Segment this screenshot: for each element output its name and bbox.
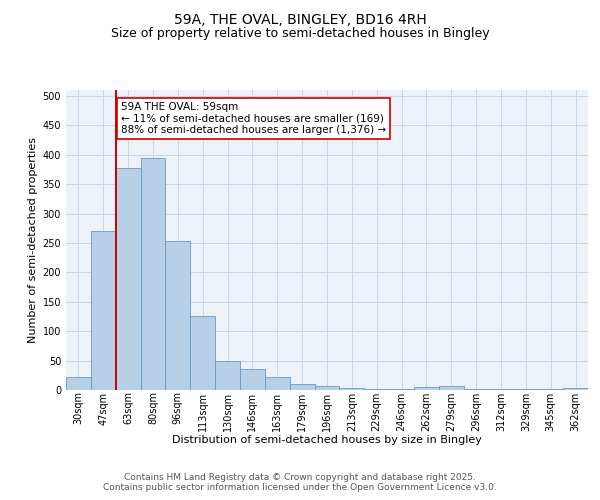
Text: 59A, THE OVAL, BINGLEY, BD16 4RH: 59A, THE OVAL, BINGLEY, BD16 4RH bbox=[173, 12, 427, 26]
Y-axis label: Number of semi-detached properties: Number of semi-detached properties bbox=[28, 137, 38, 343]
Text: 59A THE OVAL: 59sqm
← 11% of semi-detached houses are smaller (169)
88% of semi-: 59A THE OVAL: 59sqm ← 11% of semi-detach… bbox=[121, 102, 386, 135]
Bar bbox=[91, 231, 116, 390]
Bar bbox=[464, 389, 488, 390]
Bar bbox=[290, 384, 314, 390]
Bar bbox=[116, 168, 140, 390]
Text: Contains HM Land Registry data © Crown copyright and database right 2025.
Contai: Contains HM Land Registry data © Crown c… bbox=[103, 473, 497, 492]
Bar bbox=[414, 387, 439, 390]
Text: Size of property relative to semi-detached houses in Bingley: Size of property relative to semi-detach… bbox=[110, 28, 490, 40]
Bar bbox=[140, 158, 166, 390]
Bar bbox=[314, 386, 340, 390]
Bar bbox=[340, 388, 364, 390]
Bar bbox=[439, 386, 464, 390]
Bar bbox=[389, 389, 414, 390]
Bar bbox=[563, 388, 588, 390]
Bar bbox=[215, 360, 240, 390]
Bar bbox=[265, 377, 290, 390]
X-axis label: Distribution of semi-detached houses by size in Bingley: Distribution of semi-detached houses by … bbox=[172, 435, 482, 445]
Bar bbox=[66, 377, 91, 390]
Bar bbox=[166, 241, 190, 390]
Bar bbox=[514, 389, 538, 390]
Bar bbox=[364, 389, 389, 390]
Bar bbox=[240, 370, 265, 390]
Bar bbox=[190, 316, 215, 390]
